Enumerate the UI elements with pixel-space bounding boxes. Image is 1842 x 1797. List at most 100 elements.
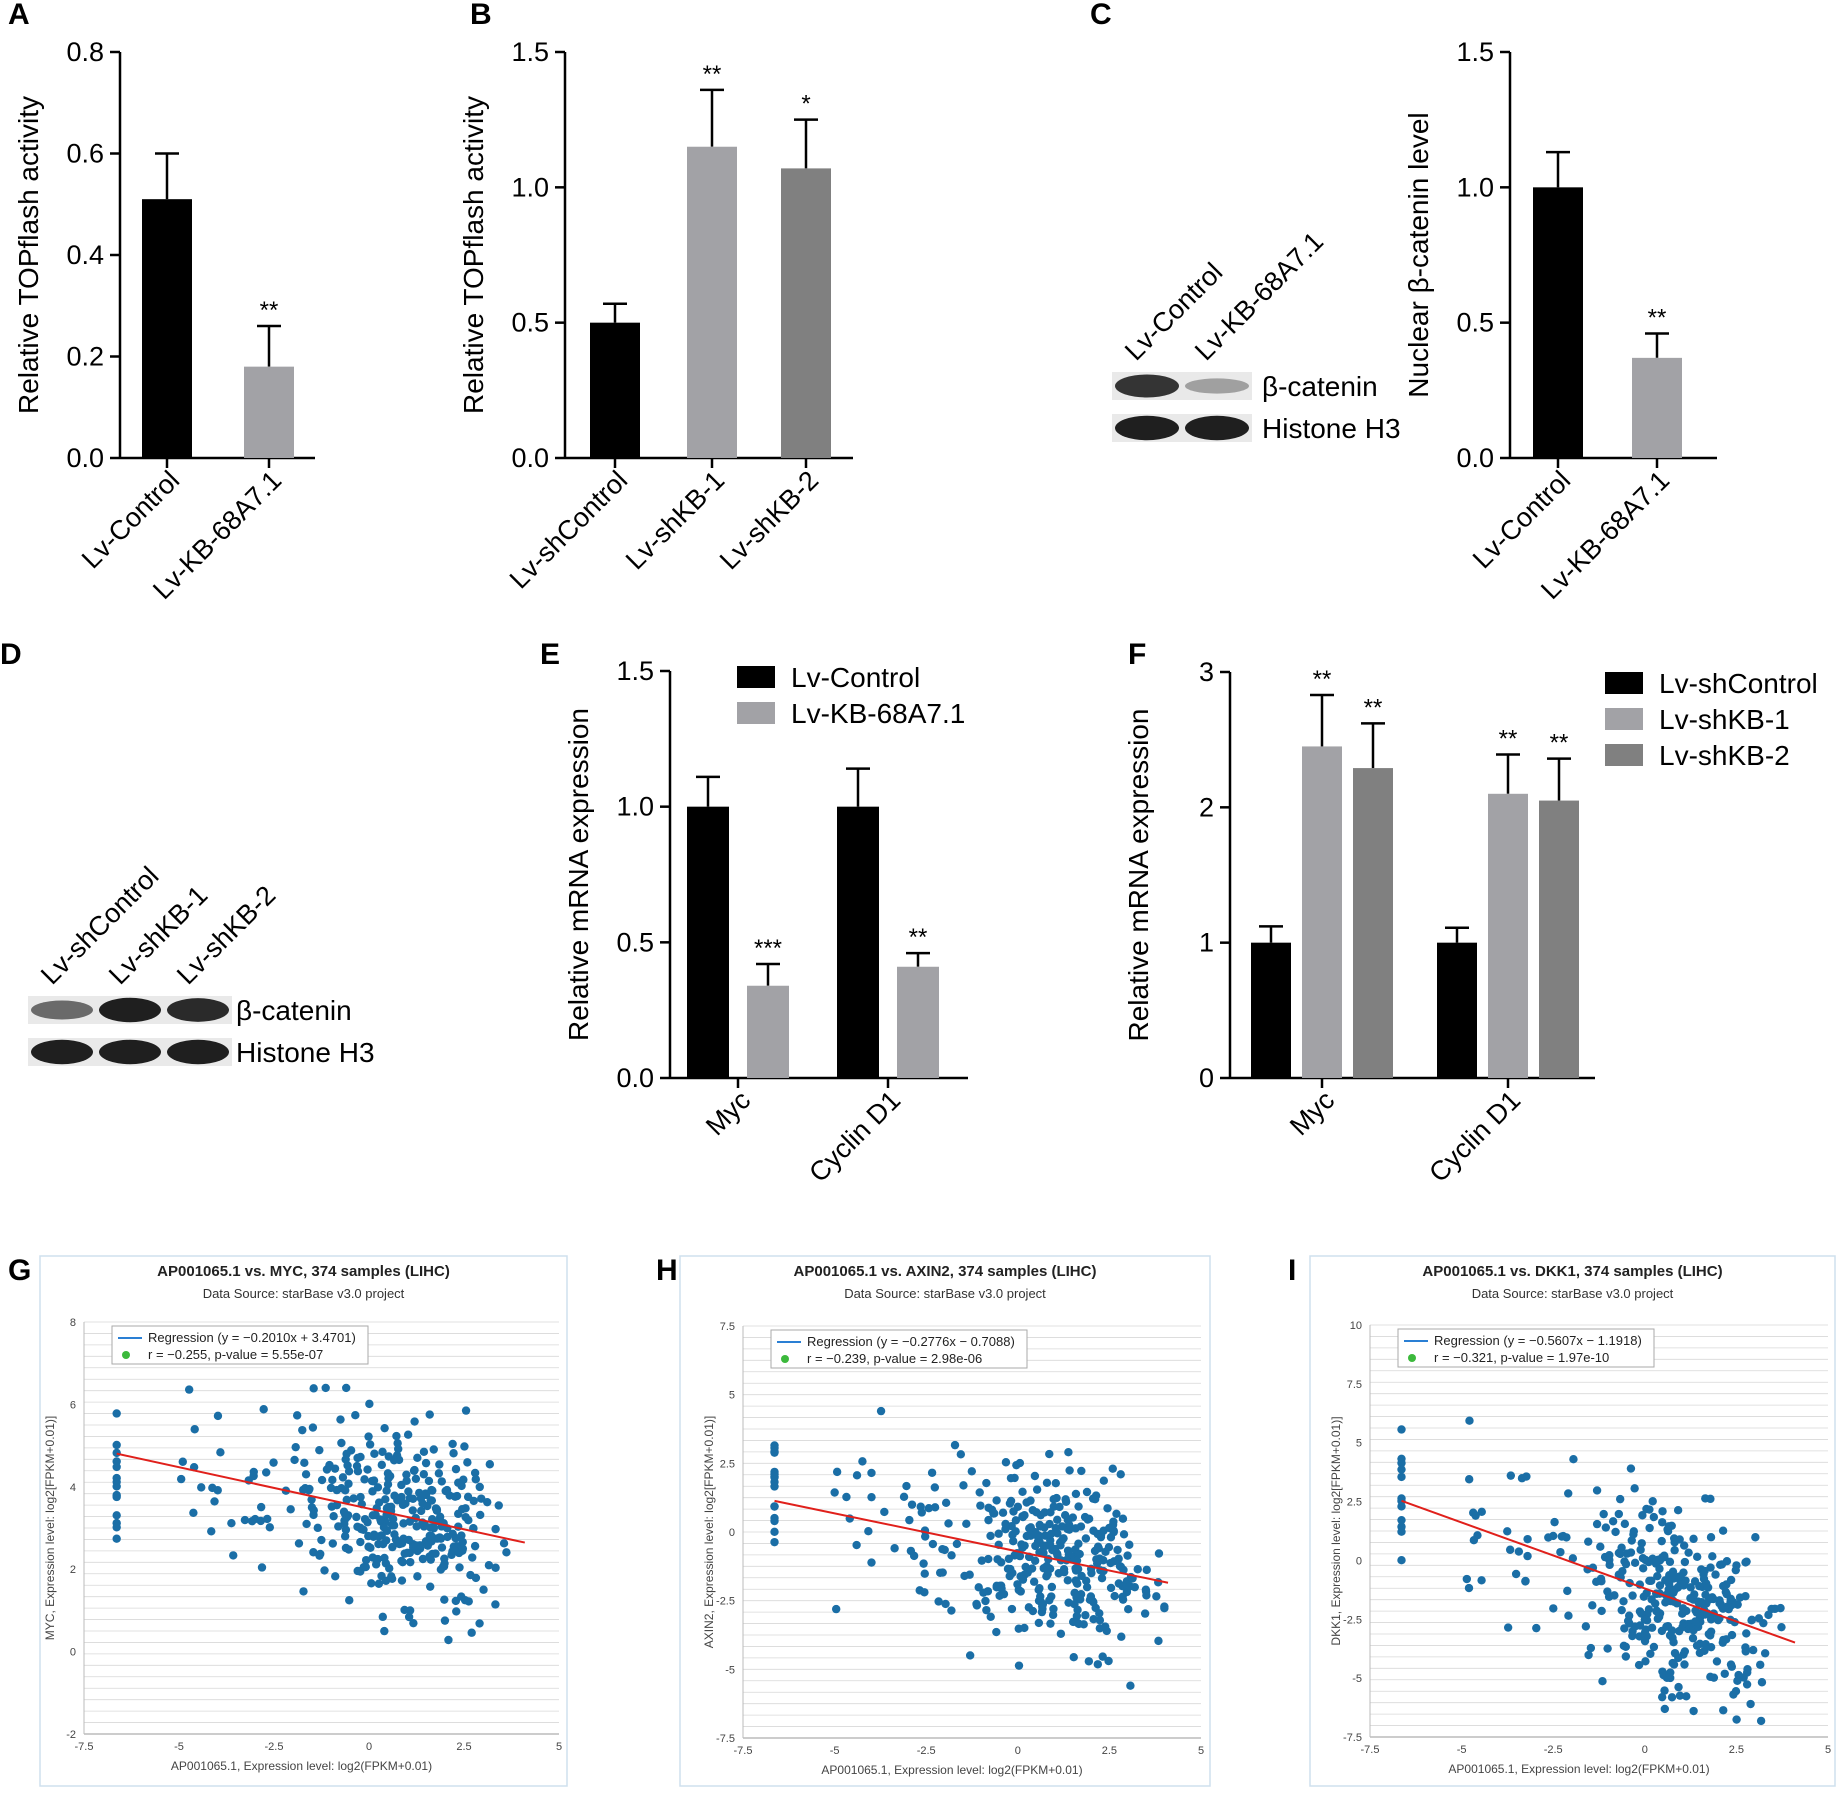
- scatter-point: [1142, 1565, 1151, 1575]
- scatter-point: [1741, 1558, 1750, 1567]
- scatter-point: [1680, 1557, 1690, 1567]
- scatter-point: [475, 1510, 485, 1520]
- y-tick-label: 5: [729, 1390, 735, 1402]
- scatter-point: [1663, 1525, 1672, 1534]
- scatter-point: [1079, 1620, 1088, 1629]
- scatter-point: [1711, 1570, 1720, 1579]
- scatter-point: [1596, 1574, 1606, 1583]
- y-tick-label: 1: [1199, 928, 1214, 958]
- scatter-point: [1141, 1587, 1151, 1596]
- scatter-point: [960, 1571, 969, 1581]
- scatter-point: [1692, 1552, 1702, 1562]
- scatter-point: [1009, 1536, 1018, 1546]
- scatter-point: [1615, 1494, 1625, 1504]
- scatter-point: [429, 1445, 438, 1454]
- scatter-point: [1719, 1706, 1728, 1715]
- scatter-point: [1073, 1579, 1082, 1588]
- scatter-point: [1065, 1466, 1074, 1475]
- x-tick-label: 0: [1015, 1745, 1021, 1757]
- scatter-point: [999, 1589, 1009, 1599]
- scatter-point: [415, 1544, 425, 1553]
- scatter-point: [1039, 1548, 1048, 1558]
- scatter-point: [852, 1540, 861, 1550]
- scatter-point: [920, 1569, 929, 1578]
- scatter-point: [1722, 1580, 1731, 1589]
- scatter-point: [340, 1532, 350, 1541]
- scatter-point: [994, 1529, 1003, 1538]
- scatter-point: [930, 1483, 940, 1492]
- x-tick-label: -7.5: [75, 1741, 94, 1753]
- scatter-point: [404, 1487, 413, 1496]
- scatter-point: [1608, 1517, 1618, 1526]
- scatter-point: [906, 1546, 916, 1556]
- scatter-point: [176, 1474, 186, 1484]
- scatter-point: [1053, 1515, 1062, 1525]
- scatter-point: [321, 1383, 330, 1393]
- y-axis-label: Relative TOPflash activity: [458, 96, 489, 414]
- scatter-point: [1658, 1507, 1667, 1516]
- scatter-point: [431, 1549, 440, 1558]
- legend-dot: [122, 1351, 130, 1359]
- scatter-point: [301, 1470, 311, 1479]
- scatter-point: [502, 1548, 511, 1557]
- scatter-point: [373, 1554, 382, 1564]
- panel-b-bar-chart: 0.0 0.5 1.0 1.5 Relative TOPflash activity Lv…: [458, 37, 853, 594]
- blot-band: [99, 1039, 161, 1065]
- scatter-point: [1057, 1535, 1067, 1545]
- scatter-point: [1084, 1657, 1094, 1666]
- scatter-point: [1657, 1692, 1667, 1702]
- scatter-point: [1706, 1642, 1716, 1652]
- scatter-point: [207, 1527, 216, 1536]
- scatter-point: [1597, 1606, 1606, 1616]
- scatter-point: [1634, 1660, 1644, 1670]
- scatter-point: [1756, 1716, 1766, 1726]
- scatter-point: [1764, 1610, 1773, 1620]
- scatter-point: [927, 1468, 937, 1477]
- scatter-point: [1522, 1472, 1531, 1481]
- blot-band-label-histone-h3: Histone H3: [236, 1037, 375, 1068]
- scatter-point: [409, 1618, 418, 1628]
- scatter-point: [294, 1539, 304, 1548]
- panel-letter-a: A: [8, 0, 30, 31]
- scatter-point: [1584, 1537, 1593, 1546]
- scatter-point: [1727, 1662, 1737, 1671]
- scatter-point: [361, 1562, 370, 1572]
- y-tick-label: 7.5: [1347, 1379, 1362, 1391]
- scatter-point: [432, 1505, 442, 1514]
- scatter-point: [1105, 1523, 1114, 1533]
- scatter-point: [451, 1464, 461, 1474]
- y-tick-label: 2: [1199, 792, 1214, 822]
- scatter-point: [1556, 1547, 1565, 1557]
- scatter-point: [444, 1635, 453, 1645]
- scatter-point: [880, 1507, 889, 1517]
- y-tick-label: 0.8: [66, 37, 104, 67]
- scatter-point: [1645, 1576, 1654, 1586]
- scatter-title: AP001065.1 vs. MYC, 374 samples (LIHC): [157, 1263, 450, 1280]
- scatter-point: [1126, 1681, 1135, 1690]
- scatter-point: [930, 1503, 940, 1512]
- scatter-point: [112, 1477, 121, 1487]
- bar-lv-shkb-2: [781, 168, 831, 459]
- scatter-point: [1657, 1626, 1667, 1636]
- scatter-point: [1584, 1650, 1593, 1660]
- scatter-point: [1680, 1660, 1689, 1669]
- scatter-point: [1754, 1614, 1764, 1623]
- scatter-point: [1103, 1504, 1112, 1513]
- scatter-point: [1056, 1629, 1066, 1638]
- scatter-point: [1564, 1611, 1573, 1620]
- panel-letter-i: I: [1288, 1254, 1296, 1287]
- scatter-point: [337, 1438, 346, 1448]
- significance-lv-shkb-2-myc: **: [1364, 694, 1383, 721]
- scatter-point: [1718, 1526, 1728, 1535]
- scatter-point: [1660, 1704, 1670, 1714]
- scatter-point: [112, 1409, 121, 1418]
- scatter-point: [1018, 1487, 1027, 1497]
- scatter-point: [1523, 1551, 1532, 1561]
- scatter-point: [451, 1596, 461, 1606]
- scatter-point: [1635, 1632, 1644, 1641]
- blot-band: [1185, 415, 1249, 441]
- scatter-point: [982, 1605, 991, 1615]
- scatter-point: [916, 1502, 925, 1511]
- y-tick-label: 1.5: [511, 37, 549, 67]
- scatter-point: [461, 1512, 470, 1522]
